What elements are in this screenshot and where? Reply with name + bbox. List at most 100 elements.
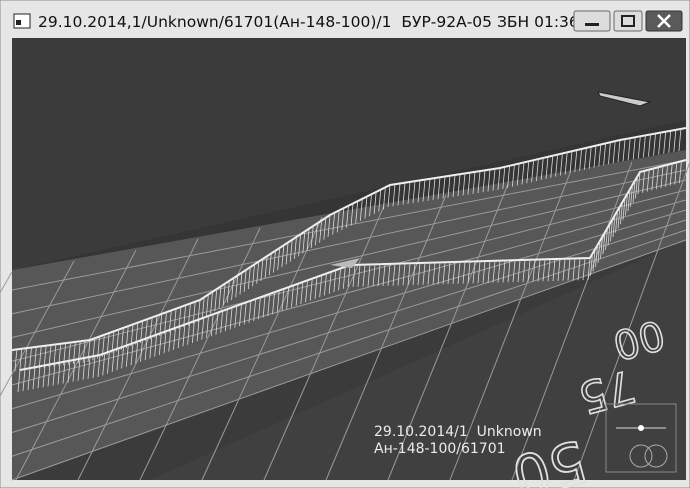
trajectory-hatch (173, 308, 177, 331)
trajectory-hatch (467, 261, 471, 284)
trajectory-hatch (289, 239, 293, 262)
trajectory-hatch (22, 369, 26, 392)
trajectory-hatch (135, 341, 139, 364)
grid-line (11, 239, 687, 481)
trajectory-hatch (272, 292, 275, 315)
trajectory-hatch (214, 288, 218, 312)
flight-trajectory (9, 127, 687, 393)
trajectory-hatch (648, 134, 651, 157)
trajectory-hatch (492, 260, 496, 283)
trajectory-hatch (328, 271, 332, 294)
trajectory-hatch (517, 260, 521, 283)
trajectory-hatch (663, 131, 667, 154)
trajectory-hatch (452, 174, 456, 197)
grid-line (11, 159, 687, 291)
trajectory-hatch (149, 336, 153, 359)
trajectory-hatch (48, 344, 52, 368)
trajectory-hatch (526, 161, 530, 184)
grid-line (11, 169, 687, 315)
trajectory-hatch (357, 264, 361, 287)
trajectory-hatch (154, 315, 158, 338)
maximize-button[interactable] (613, 10, 643, 32)
trajectory-hatch (164, 312, 167, 335)
trajectory-hatch (350, 203, 354, 226)
trajectory-hatch (625, 193, 628, 216)
trajectory-hatch (97, 354, 101, 378)
trajectory-hatch (642, 170, 645, 193)
trajectory-hatch (531, 160, 534, 183)
trajectory-hatch (24, 348, 28, 371)
trajectory-hatch (387, 184, 391, 208)
trajectory-hatch (262, 295, 266, 318)
trajectory-hatch (306, 228, 310, 251)
trajectory-hatch (522, 259, 526, 282)
trajectory-hatch (377, 264, 381, 287)
trajectory-hatch (14, 349, 18, 372)
trajectory-hatch (447, 262, 451, 285)
trajectory-hatch (622, 197, 626, 220)
trajectory-hatch (660, 165, 664, 189)
trajectory-hatch (149, 317, 153, 340)
grid-line (11, 199, 687, 386)
trajectory-hatch (168, 310, 172, 333)
trajectory-hatch (234, 305, 238, 328)
trajectory-hatch (182, 324, 186, 347)
trajectory-hatch (392, 263, 396, 286)
trajectory-hatch (243, 269, 247, 292)
trajectory-hatch (627, 189, 631, 212)
trajectory-hatch (673, 129, 677, 152)
trajectory-hatch (602, 232, 606, 255)
trajectory-hatch (239, 304, 242, 327)
close-icon (657, 14, 671, 28)
grid-line (15, 249, 137, 481)
trajectory-hatch (502, 260, 506, 283)
trajectory-hatch (442, 262, 446, 285)
aircraft-distant (597, 91, 652, 107)
grid-line (11, 209, 687, 410)
trajectory-hatch (487, 260, 491, 283)
trajectory-hatch (140, 339, 143, 362)
trajectory-hatch (437, 262, 441, 285)
trajectory-hatch (598, 144, 602, 167)
trajectory-hatch (197, 299, 201, 323)
trajectory-hatch (201, 297, 205, 320)
trajectory-hatch (642, 135, 646, 158)
trajectory-hatch (158, 332, 162, 355)
trajectory-hatch (82, 357, 86, 380)
grid-line (11, 179, 687, 338)
trajectory-hatch (432, 262, 436, 285)
flight-info: 29.10.2014/1 Unknown (374, 424, 542, 440)
trajectory-hatch (477, 261, 481, 284)
trajectory-hatch (472, 261, 476, 284)
trajectory-hatch (632, 180, 636, 203)
trajectory-hatch (17, 369, 21, 393)
minimize-button[interactable] (573, 10, 611, 32)
trajectory-hatch (253, 298, 257, 321)
trajectory-hatch (427, 178, 431, 201)
trajectory-hatch (224, 309, 228, 332)
trajectory-hatch (646, 169, 650, 192)
trajectory-hatch (183, 305, 187, 328)
trajectory-hatch (130, 343, 134, 366)
trajectory-hatch (635, 176, 638, 199)
aircraft-model (330, 258, 360, 268)
trajectory-hatch (210, 314, 214, 337)
trajectory-hatch (226, 280, 230, 303)
trajectory-hatch (369, 194, 372, 217)
trajectory-hatch (487, 169, 491, 192)
compass-ring (629, 444, 653, 468)
trajectory-hatch (92, 355, 96, 378)
trajectory-hatch (42, 365, 46, 388)
trajectory-hatch (605, 227, 608, 250)
trajectory-hatch (422, 179, 426, 202)
trajectory-hatch (550, 155, 554, 178)
trajectory-hatch (627, 138, 631, 161)
compass-ring (644, 444, 668, 468)
trajectory-hatch (231, 278, 234, 301)
trajectory-hatch (33, 346, 37, 369)
trajectory-hatch (552, 258, 556, 282)
trajectory-hatch (584, 147, 587, 170)
trajectory-hatch (417, 180, 421, 203)
trajectory-hatch (247, 267, 251, 290)
